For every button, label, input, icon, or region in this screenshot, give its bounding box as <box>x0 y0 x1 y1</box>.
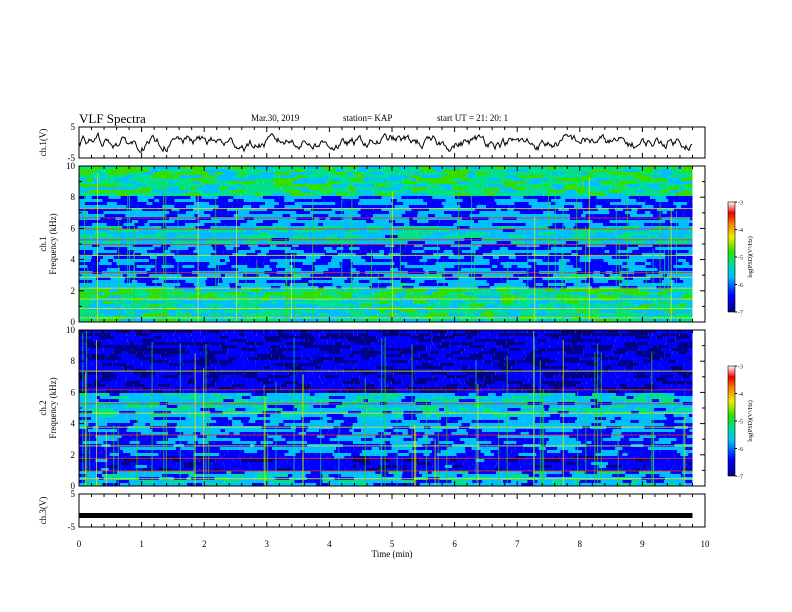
ch3-waveform-ytick-label: 5 <box>71 489 76 499</box>
ch1-spectrogram-colorbar-tick-label: -3 <box>738 201 743 207</box>
ch1-spectrogram-ytick-label: 4 <box>71 255 76 265</box>
x-tick-label: 10 <box>701 539 711 549</box>
x-tick-label: 7 <box>515 539 520 549</box>
ch3-waveform-ylabel: ch.3(V) <box>38 497 48 525</box>
ch2-spectrogram-ylabel: Frequency (kHz) <box>48 377 58 438</box>
figure-title: VLF Spectra <box>79 111 146 126</box>
x-tick-label: 2 <box>202 539 207 549</box>
x-tick-label: 3 <box>265 539 270 549</box>
ch1-spectrogram-colorbar-tick-label: -4 <box>738 228 743 234</box>
start-time-label: start UT = 21: 20: 1 <box>437 113 509 123</box>
ch2-spectrogram-colorbar-tick-label: -6 <box>738 447 743 453</box>
ch1-waveform-line <box>78 131 693 153</box>
ch2-spectrogram-colorbar <box>727 365 736 477</box>
ch1-waveform-ylabel: ch.1(V) <box>38 129 48 157</box>
ch2-spectrogram-colorbar-tick-label: -3 <box>738 365 743 371</box>
x-tick-label: 0 <box>77 539 82 549</box>
ch2-spectrogram-colorbar-label: log(PSD)(V²/Hz) <box>747 400 754 441</box>
ch2-spectrogram-colorbar-tick-label: -5 <box>738 420 743 426</box>
ch2-spectrogram-colorbar-tick-label: -7 <box>738 475 743 481</box>
ch1-spectrogram-colorbar-tick-label: -6 <box>738 283 743 289</box>
ch1-spectrogram-ytick-label: 6 <box>71 223 76 233</box>
ch2-spectrogram-ytick-label: 10 <box>66 325 76 335</box>
ch1-spectrogram-ylabel: ch.1 <box>38 236 48 251</box>
ch1-spectrogram-image <box>79 166 705 323</box>
x-tick-label: 8 <box>578 539 583 549</box>
ch2-spectrogram-ytick-label: 0 <box>71 481 76 491</box>
x-axis-label: Time (min) <box>372 549 413 559</box>
ch3-waveform-ytick-label: -5 <box>68 522 76 532</box>
station-label: station= KAP <box>343 113 393 123</box>
ch2-spectrogram-ylabel: ch.2 <box>38 400 48 415</box>
ch1-spectrogram-ytick-label: 0 <box>71 317 76 327</box>
ch1-spectrogram-ylabel: Frequency (kHz) <box>48 213 58 274</box>
ch2-spectrogram-colorbar-tick-label: -4 <box>738 392 743 398</box>
ch1-waveform-ytick-label: 5 <box>71 122 76 132</box>
ch1-spectrogram-colorbar-tick-label: -5 <box>738 256 743 262</box>
ch2-spectrogram-ytick-label: 4 <box>71 419 76 429</box>
x-tick-label: 9 <box>640 539 645 549</box>
ch2-spectrogram-ytick-label: 6 <box>71 387 76 397</box>
ch1-spectrogram-colorbar-tick-label: -7 <box>738 311 743 317</box>
x-tick-label: 6 <box>452 539 457 549</box>
ch1-spectrogram-colorbar-label: log(PSD)(V²/Hz) <box>747 236 754 277</box>
ch1-spectrogram-colorbar <box>727 201 736 313</box>
ch1-spectrogram-ytick-label: 8 <box>71 192 76 202</box>
x-tick-label: 1 <box>139 539 144 549</box>
x-tick-label: 5 <box>390 539 395 549</box>
ch1-spectrogram-ytick-label: 2 <box>71 286 76 296</box>
ch2-spectrogram-ytick-label: 2 <box>71 450 76 460</box>
x-tick-label: 4 <box>327 539 332 549</box>
ch2-spectrogram-ytick-label: 8 <box>71 356 76 366</box>
date-label: Mar.30, 2019 <box>251 113 300 123</box>
ch1-waveform-ytick-label: -5 <box>68 153 76 163</box>
ch1-spectrogram-ytick-label: 10 <box>66 161 76 171</box>
ch2-spectrogram-image <box>79 330 705 487</box>
